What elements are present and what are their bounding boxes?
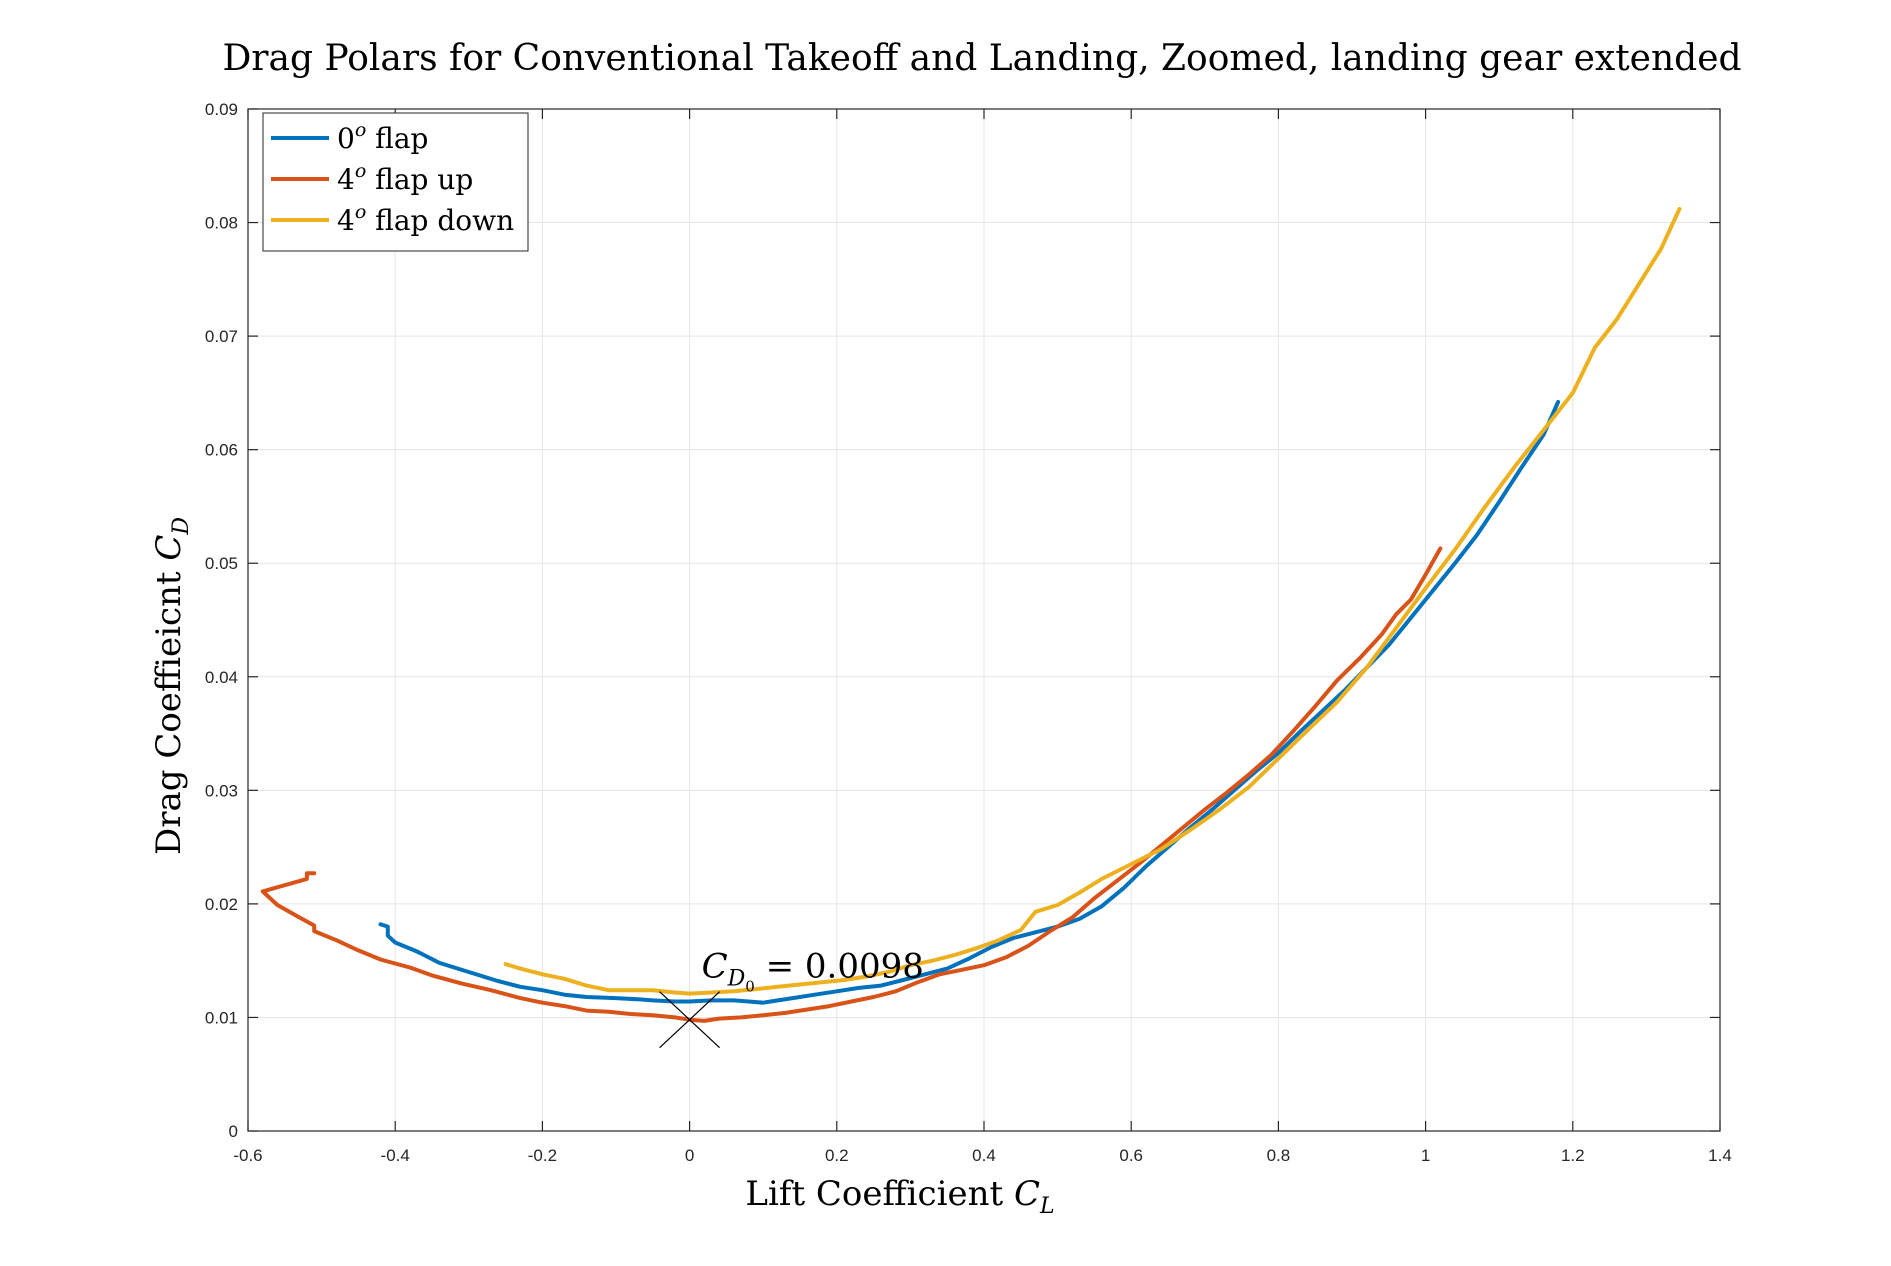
x-tick-label: 0.4 (972, 1146, 996, 1165)
x-tick-label: 1.2 (1561, 1146, 1585, 1165)
chart-title: Drag Polars for Conventional Takeoff and… (222, 38, 1741, 79)
x-tick-label: 1 (1421, 1146, 1430, 1165)
x-tick-label: 0.2 (825, 1146, 849, 1165)
grid (248, 109, 1720, 1131)
cd0-marker-stroke (659, 991, 721, 1049)
y-tick-label: 0.03 (205, 781, 238, 800)
cd0-label: CD0 = 0.0098 (702, 947, 924, 996)
x-axis-label: Lift Coefficient CL (745, 1174, 1054, 1219)
x-tick-label: -0.2 (528, 1146, 557, 1165)
legend-entry-1: 0o flap (337, 119, 428, 155)
legend-entry-2: 4o flap up (337, 160, 473, 196)
y-tick-label: 0.02 (205, 895, 238, 914)
y-tick-label: 0.04 (205, 668, 238, 687)
y-tick-label: 0.09 (205, 100, 238, 119)
axes: -0.6 -0.4 -0.2 0 0.2 0.4 0.6 0.8 1 1.2 1.4 0 0.01 0.0… (205, 100, 1732, 1165)
y-tick-label: 0.06 (205, 441, 238, 460)
legend: 0o flap 4o flap up 4o flap down (262, 112, 529, 252)
x-tick-label: 0.6 (1119, 1146, 1143, 1165)
x-tick-label: 0 (685, 1146, 694, 1165)
y-tick-label: 0.01 (205, 1008, 238, 1027)
x-tick-label: -0.6 (233, 1146, 262, 1165)
y-tick-label: 0.07 (205, 327, 238, 346)
cd0-annotation: CD0 = 0.0098 (659, 947, 924, 1049)
x-tick-label: -0.4 (381, 1146, 410, 1165)
y-tick-label: 0.08 (205, 214, 238, 233)
legend-entry-3: 4o flap down (337, 201, 514, 237)
series-lines (260, 206, 1682, 1023)
x-tick-label: 0.8 (1267, 1146, 1291, 1165)
y-tick-label: 0 (229, 1122, 238, 1141)
series-line-3 (503, 206, 1682, 996)
series-line-2 (260, 546, 1443, 1023)
x-tick-label: 1.4 (1708, 1146, 1732, 1165)
y-axis-label: Drag Coeffieicnt CD (149, 517, 194, 855)
y-tick-label: 0.05 (205, 554, 238, 573)
